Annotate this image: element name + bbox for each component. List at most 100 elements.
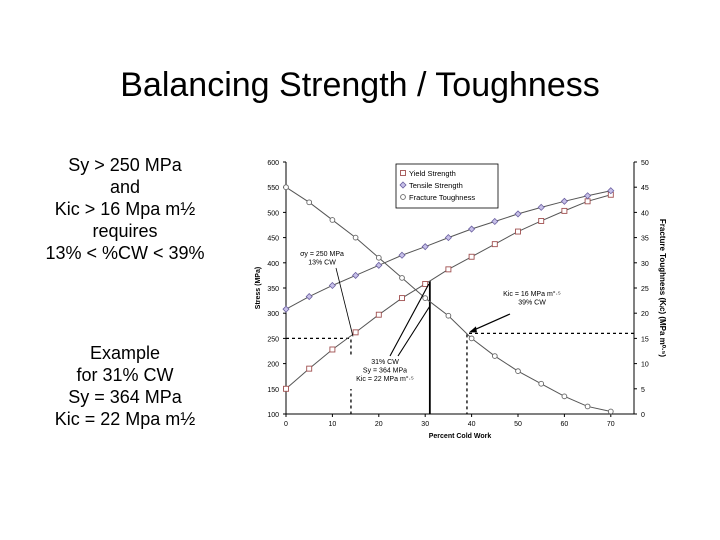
slide-title: Balancing Strength / Toughness — [120, 66, 600, 104]
toughness-point — [491, 353, 498, 359]
example-arrow-1 — [389, 283, 430, 357]
y-tick-label: 300 — [267, 311, 279, 318]
tensile-point — [328, 281, 336, 290]
tensile-point — [607, 187, 615, 195]
example-annotation-text: Kic = 22 MPa m°·⁵ — [356, 375, 414, 383]
tensile-point — [352, 271, 360, 279]
yield-point — [538, 218, 545, 224]
tensile-point — [444, 234, 452, 242]
yield-point — [515, 228, 521, 235]
toughness-point — [329, 217, 336, 223]
example-line: Sy = 364 MPa — [68, 387, 182, 407]
x-tick-label: 30 — [421, 421, 429, 428]
toughness-point — [561, 393, 568, 400]
yield-point — [422, 281, 429, 287]
toughness-point — [352, 234, 359, 241]
yield-point — [445, 266, 452, 273]
toughness-point — [375, 254, 382, 261]
yield-point — [375, 311, 382, 318]
yield-point — [561, 207, 568, 214]
yield-annotation-text: σy = 250 MPa — [300, 251, 344, 258]
y-tick-label: 150 — [267, 387, 279, 394]
y2-tick-label: 45 — [641, 185, 649, 192]
tensile-point — [398, 251, 406, 259]
y-tick-label: 250 — [267, 336, 279, 343]
requirement-note: Sy > 250 MPa and Kic > 16 Mpa m½ require… — [20, 154, 230, 264]
y2-tick-label: 40 — [641, 210, 649, 217]
y2-tick-label: 30 — [641, 261, 649, 268]
requirement-line: 13% < %CW < 39% — [45, 243, 205, 263]
tensile-point — [560, 197, 568, 205]
y2-tick-label: 25 — [641, 286, 649, 293]
toughness-point — [538, 380, 545, 387]
yield-point — [352, 329, 359, 336]
yield-point — [283, 385, 289, 392]
toughness-point — [283, 184, 289, 191]
strength-toughness-chart: 1001502002503003504004505005506000510152… — [255, 160, 667, 440]
tensile-point — [584, 192, 592, 200]
tensile-point — [514, 210, 522, 218]
toughness-point — [584, 403, 591, 410]
example-arrow-2 — [397, 305, 431, 357]
toughness-point — [607, 408, 614, 415]
x-tick-label: 40 — [468, 421, 476, 428]
tensile-point — [305, 293, 313, 301]
example-annotation-text: 31% CW — [371, 359, 399, 366]
example-line: Example — [89, 343, 161, 363]
requirement-line: Sy > 250 MPa — [68, 155, 182, 175]
tensile-point — [399, 181, 407, 189]
toughness-point — [400, 194, 406, 200]
requirement-line: and — [109, 177, 141, 197]
toughness-arrow-head — [468, 326, 477, 333]
toughness-16-guide — [466, 332, 634, 414]
yield-point — [399, 295, 405, 302]
tensile-point — [375, 261, 383, 269]
example-annotation-text: Sy = 364 MPa — [363, 368, 407, 375]
y-tick-label: 200 — [267, 362, 279, 369]
y-tick-label: 550 — [267, 185, 279, 192]
x-tick-label: 20 — [375, 421, 383, 428]
yield-annotation-text: 13% CW — [308, 260, 336, 267]
x-axis-title: Percent Cold Work — [429, 433, 492, 440]
yield-point — [468, 253, 475, 260]
requirement-line: requires — [92, 221, 158, 241]
example-line: for 31% CW — [76, 365, 174, 385]
y2-axis-title: Fracture Toughness (Kᵢc) (MPa m⁰·⁵) — [658, 219, 667, 358]
yield-point — [584, 198, 591, 205]
toughness-point — [422, 295, 429, 301]
legend-label: Fracture Toughness — [409, 193, 475, 202]
y-axis-title: Stress (MPa) — [255, 267, 262, 309]
yield-point — [306, 365, 313, 372]
y-tick-label: 450 — [267, 236, 279, 243]
x-tick-label: 70 — [607, 421, 615, 428]
requirement-line: Kic > 16 Mpa m½ — [54, 199, 196, 219]
y2-tick-label: 20 — [641, 311, 649, 318]
x-tick-label: 60 — [561, 421, 569, 428]
tensile-point — [491, 217, 499, 226]
legend-label: Yield Strength — [409, 169, 456, 178]
x-tick-label: 10 — [329, 421, 337, 428]
toughness-point — [306, 199, 313, 206]
example-annotation-bg — [342, 356, 428, 389]
legend-box — [395, 163, 499, 209]
yield-point — [400, 170, 406, 176]
y2-tick-label: 10 — [641, 362, 649, 369]
toughness-point — [399, 275, 405, 281]
yield-annotation-pointer — [335, 267, 354, 337]
example-line: Kic = 22 Mpa m½ — [54, 409, 196, 429]
x-tick-label: 0 — [284, 421, 288, 428]
y2-tick-label: 0 — [641, 412, 645, 419]
toughness-annotation-text: Kic = 16 MPa m°·⁵ — [503, 290, 561, 298]
y-tick-label: 350 — [267, 286, 279, 293]
tensile-point — [468, 225, 476, 233]
y2-tick-label: 15 — [641, 336, 649, 343]
toughness-point — [445, 312, 452, 319]
yield-strength-line — [285, 194, 611, 390]
y-tick-label: 500 — [267, 210, 279, 217]
legend-label: Tensile Strength — [409, 181, 463, 190]
tensile-point — [537, 203, 545, 211]
y2-tick-label: 5 — [641, 387, 645, 394]
toughness-annotation-text: 39% CW — [518, 300, 546, 307]
y-tick-label: 600 — [267, 160, 279, 167]
y-tick-label: 100 — [267, 412, 279, 419]
